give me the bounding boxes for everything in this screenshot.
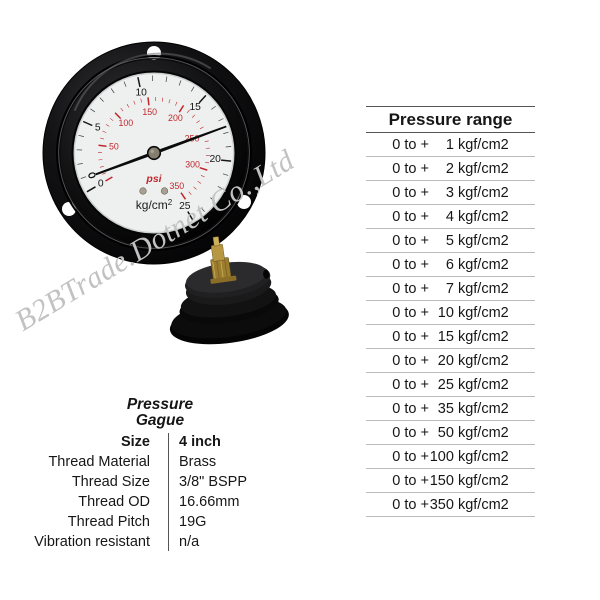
svg-text:350: 350 bbox=[169, 181, 184, 191]
svg-text:20: 20 bbox=[209, 154, 221, 165]
svg-text:50: 50 bbox=[109, 142, 119, 152]
svg-text:200: 200 bbox=[168, 113, 183, 123]
svg-text:10: 10 bbox=[135, 88, 147, 99]
svg-text:15: 15 bbox=[189, 102, 201, 113]
svg-text:0: 0 bbox=[98, 179, 104, 190]
svg-text:5: 5 bbox=[95, 123, 101, 134]
svg-text:100: 100 bbox=[118, 118, 133, 128]
svg-text:150: 150 bbox=[142, 107, 157, 117]
svg-text:kg/cm2: kg/cm2 bbox=[136, 198, 173, 212]
svg-text:psi: psi bbox=[145, 173, 162, 185]
svg-text:300: 300 bbox=[185, 160, 200, 170]
